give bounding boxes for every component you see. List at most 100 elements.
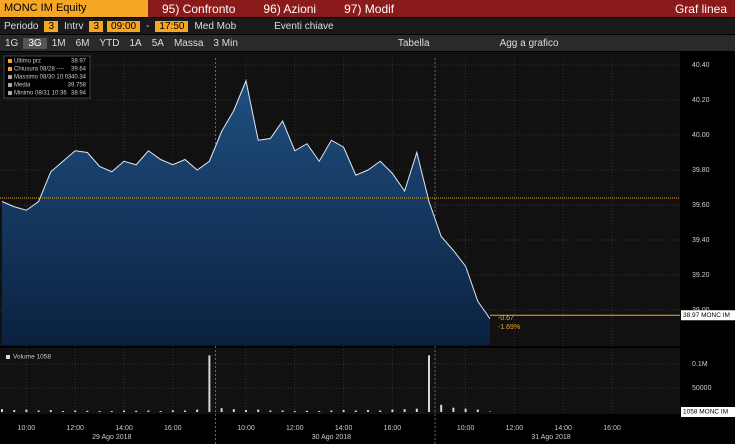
- legend-label: Ultimo prz: [14, 59, 41, 65]
- volume-bar: [98, 411, 101, 412]
- volume-bar: [25, 409, 28, 412]
- volume-bar: [232, 409, 235, 412]
- volume-bar: [342, 410, 345, 412]
- y-tick-label: 40.20: [692, 97, 710, 104]
- legend-swatch: [6, 355, 10, 359]
- field[interactable]: 09:00: [107, 20, 141, 32]
- legend-swatch: [8, 83, 12, 87]
- range-bar: 1G 3G 1M 6M YTD 1A 5A Massa 3 Min Tabell…: [0, 35, 735, 51]
- legend-label: Media: [14, 83, 31, 89]
- volume-bar: [367, 410, 369, 412]
- volume-bar: [440, 404, 443, 412]
- legend-label: Minimo 08/31 10:36: [14, 91, 67, 97]
- range[interactable]: 5A: [151, 37, 164, 49]
- legend-label: Chiusura 08/28 ----: [14, 67, 64, 73]
- x-tick-label: 16:00: [164, 425, 182, 432]
- x-tick-label: 14:00: [554, 425, 572, 432]
- volume-bar: [354, 410, 357, 412]
- range[interactable]: 1A: [129, 37, 142, 49]
- x-tick-label: 16:00: [384, 425, 402, 432]
- volume-bar: [13, 410, 16, 412]
- legend-box: [3, 55, 91, 99]
- area-fill: [2, 80, 490, 345]
- settings-bar: Periodo 3 Intrv 3 09:00 - 17:50 Med Mob …: [0, 18, 735, 34]
- volume-bar: [306, 410, 308, 412]
- menu[interactable]: 96) Azioni: [263, 1, 317, 16]
- menu[interactable]: 95) Confronto: [162, 1, 236, 16]
- x-tick-label: 10:00: [237, 425, 255, 432]
- volume-bar: [415, 408, 418, 412]
- x-tick-label: 14:00: [115, 425, 133, 432]
- x-tick-label: 12:00: [286, 425, 304, 432]
- y-tick-label: 39.40: [692, 237, 710, 244]
- volume-bar: [428, 355, 430, 412]
- range[interactable]: 3G: [23, 37, 47, 49]
- y-tick-label: 50000: [692, 385, 712, 392]
- button[interactable]: Massa: [173, 37, 204, 49]
- volume-bar: [452, 407, 455, 412]
- volume-bar: [464, 408, 467, 412]
- volume-bar: [379, 410, 382, 412]
- volume-bar: [184, 410, 186, 412]
- legend-value: 40.34: [71, 75, 87, 81]
- x-tick-label: 12:00: [66, 425, 84, 432]
- annotation: -1.69%: [498, 324, 520, 331]
- volume-bar: [281, 410, 284, 412]
- checkbox[interactable]: Med Mob: [194, 20, 237, 32]
- last-label: 38.97 MONC IM: [683, 312, 730, 319]
- field[interactable]: 3: [44, 20, 59, 32]
- volume-bar: [330, 410, 333, 412]
- volume-bar: [135, 410, 138, 412]
- legend-swatch: [8, 59, 12, 63]
- ticker[interactable]: MONC IM Equity: [0, 0, 148, 17]
- price-line: [1, 79, 491, 320]
- legend-swatch: [8, 75, 12, 79]
- range[interactable]: 1M: [51, 37, 66, 49]
- range[interactable]: YTD: [99, 37, 120, 49]
- volume-bar: [245, 410, 247, 412]
- button[interactable]: 3 Min: [213, 37, 238, 49]
- legend-label: Volume 1058: [13, 354, 51, 361]
- checkbox[interactable]: Eventi chiave: [274, 20, 334, 32]
- legend-swatch: [8, 91, 12, 95]
- volume-bar: [391, 409, 394, 412]
- volume-bar: [159, 411, 162, 412]
- field[interactable]: 17:50: [155, 20, 189, 32]
- button[interactable]: Tabella: [397, 37, 430, 49]
- volume-bar: [49, 410, 52, 412]
- volume-bar: [37, 410, 40, 412]
- y-tick-label: 40.00: [692, 132, 710, 139]
- volume-bar: [269, 410, 272, 412]
- field[interactable]: 3: [89, 20, 104, 32]
- x-tick-label: 16:00: [603, 425, 621, 432]
- plot-bg: [0, 348, 680, 414]
- volume-bar: [74, 410, 77, 412]
- y-tick-label: 39.80: [692, 167, 710, 174]
- volume-bar: [1, 409, 3, 412]
- menu[interactable]: 97) Modif: [344, 1, 395, 16]
- button[interactable]: Agg a grafico: [499, 37, 559, 49]
- volume-bar: [318, 411, 321, 412]
- x-tick-label: 10:00: [457, 425, 475, 432]
- volume-bar: [476, 409, 479, 412]
- date-label: 31 Ago 2018: [531, 434, 570, 441]
- volume-bar: [220, 408, 223, 412]
- legend-value: 38.97: [71, 59, 87, 65]
- x-tick-label: 12:00: [506, 425, 524, 432]
- legend-value: 38.94: [71, 91, 87, 97]
- date-label: 29 Ago 2018: [92, 434, 131, 441]
- range[interactable]: 1G: [5, 37, 19, 49]
- date-label: 30 Ago 2018: [312, 434, 351, 441]
- volume-bar: [123, 410, 125, 412]
- y-tick-label: 39.60: [692, 202, 710, 209]
- volume-bar: [196, 409, 199, 412]
- volume-bar: [293, 411, 296, 412]
- label: Intrv: [64, 20, 84, 32]
- view[interactable]: Graf linea: [674, 1, 727, 16]
- annotation: -0.67: [498, 315, 514, 322]
- chart: 39.0039.2039.4039.6039.8040.0040.2040.40…: [0, 52, 735, 444]
- last-label: 1058 MONC IM: [683, 409, 728, 416]
- volume-bar: [62, 411, 64, 412]
- volume-bar: [110, 411, 113, 412]
- range[interactable]: 6M: [75, 37, 90, 49]
